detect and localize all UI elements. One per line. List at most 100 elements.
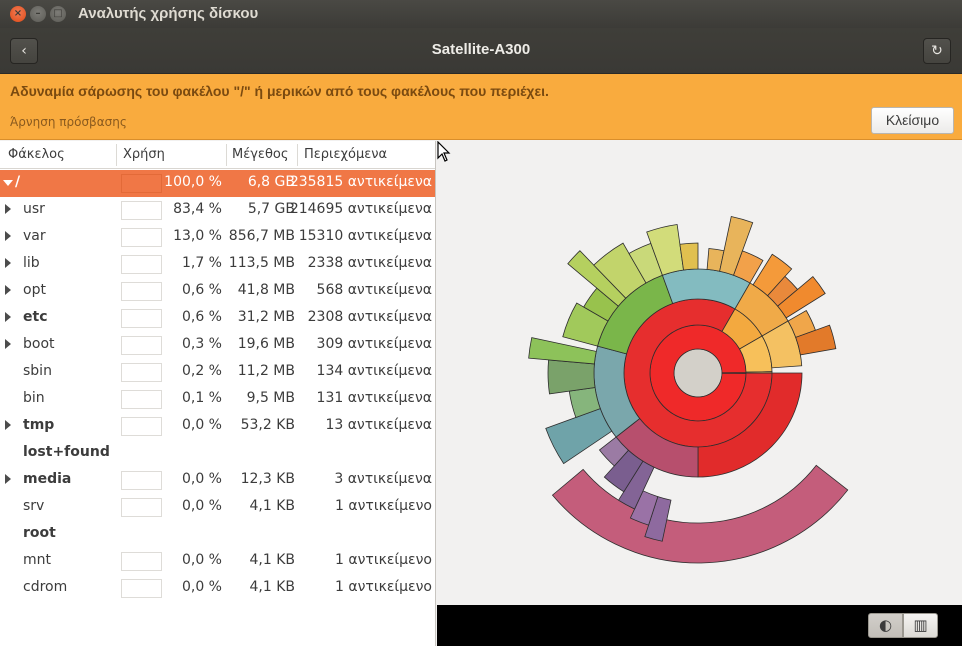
mouse-cursor-icon: [437, 141, 451, 162]
expand-arrow-icon[interactable]: [5, 474, 11, 484]
window-close-button[interactable]: ×: [10, 6, 26, 22]
table-row[interactable]: usr 83,4 % 5,7 GB 214695 αντικείμενα: [0, 197, 435, 224]
reload-icon: ↻: [931, 43, 943, 59]
usage-percent: 0,2 %: [181, 363, 222, 379]
usage-bar: [121, 579, 162, 598]
ring-segment-leaf-24[interactable]: [795, 324, 837, 356]
expand-arrow-icon[interactable]: [5, 258, 11, 268]
table-row[interactable]: bin 0,1 % 9,5 MB 131 αντικείμενα: [0, 386, 435, 413]
usage-bar: [121, 363, 162, 382]
item-count: 1 αντικείμενο: [335, 552, 432, 568]
usage-bar: [121, 336, 162, 355]
window-minimize-button[interactable]: –: [30, 6, 46, 22]
usage-percent: 0,1 %: [181, 390, 222, 406]
ring-segment-leaf-9[interactable]: [528, 337, 597, 365]
table-row[interactable]: mnt 0,0 % 4,1 KB 1 αντικείμενο: [0, 548, 435, 575]
usage-percent: 1,7 %: [181, 255, 222, 271]
table-row[interactable]: lost+found: [0, 440, 435, 467]
table-row[interactable]: media 0,0 % 12,3 KB 3 αντικείμενα: [0, 467, 435, 494]
folder-size: 31,2 MB: [237, 309, 295, 325]
folder-size: 9,5 MB: [246, 390, 295, 406]
table-row[interactable]: boot 0,3 % 19,6 MB 309 αντικείμενα: [0, 332, 435, 359]
table-row[interactable]: root: [0, 521, 435, 548]
folder-size: 19,6 MB: [237, 336, 295, 352]
folder-size: 4,1 KB: [249, 579, 296, 595]
usage-percent: 0,0 %: [181, 417, 222, 433]
usage-percent: 100,0 %: [164, 174, 222, 190]
usage-bar: [121, 282, 162, 301]
folder-name: var: [23, 228, 46, 244]
rings-chart-svg[interactable]: [437, 141, 962, 605]
table-row[interactable]: opt 0,6 % 41,8 MB 568 αντικείμενα: [0, 278, 435, 305]
expand-arrow-icon[interactable]: [5, 312, 11, 322]
item-count: 13 αντικείμενα: [325, 417, 432, 433]
table-row[interactable]: cdrom 0,0 % 4,1 KB 1 αντικείμενο: [0, 575, 435, 602]
usage-percent: 13,0 %: [173, 228, 222, 244]
column-separator: [297, 144, 298, 166]
table-row[interactable]: / 100,0 % 6,8 GB 235815 αντικείμενα: [0, 170, 435, 197]
infobar-close-button[interactable]: Κλείσιμο: [871, 107, 954, 134]
table-row[interactable]: srv 0,0 % 4,1 KB 1 αντικείμενο: [0, 494, 435, 521]
column-usage[interactable]: Χρήση: [123, 147, 165, 162]
rings-view-button[interactable]: ◐: [868, 613, 903, 638]
ring-segment-leaf-6[interactable]: [545, 408, 613, 465]
usage-percent: 0,0 %: [181, 498, 222, 514]
folder-size: 4,1 KB: [249, 552, 296, 568]
item-count: 235815 αντικείμενα: [289, 174, 432, 190]
column-folder[interactable]: Φάκελος: [8, 147, 65, 162]
rings-chart-icon: ◐: [878, 616, 893, 634]
folder-size: 11,2 MB: [237, 363, 295, 379]
table-row[interactable]: var 13,0 % 856,7 MB 15310 αντικείμενα: [0, 224, 435, 251]
usage-bar: [121, 174, 162, 193]
item-count: 1 αντικείμενο: [335, 579, 432, 595]
expand-arrow-icon[interactable]: [5, 285, 11, 295]
table-row[interactable]: tmp 0,0 % 53,2 KB 13 αντικείμενα: [0, 413, 435, 440]
column-size[interactable]: Μέγεθος: [232, 147, 289, 162]
usage-percent: 0,3 %: [181, 336, 222, 352]
warning-infobar: Αδυναμία σάρωσης του φακέλου "/" ή μερικ…: [0, 74, 962, 140]
usage-bar: [121, 417, 162, 436]
header-title: Satellite-A300: [431, 41, 531, 58]
column-contents[interactable]: Περιεχόμενα: [304, 147, 388, 162]
infobar-message: Αδυναμία σάρωσης του φακέλου "/" ή μερικ…: [10, 83, 549, 99]
ring-segment-leaf-5[interactable]: [598, 436, 629, 467]
usage-bar: [121, 309, 162, 328]
back-arrow-icon: ‹: [21, 43, 27, 59]
expand-arrow-icon[interactable]: [5, 231, 11, 241]
rings-chart[interactable]: [437, 141, 962, 605]
ring-segment-leaf-16[interactable]: [679, 242, 699, 271]
item-count: 15310 αντικείμενα: [298, 228, 432, 244]
ring-segment-leaf-0[interactable]: [551, 464, 849, 564]
table-row[interactable]: lib 1,7 % 113,5 MB 2338 αντικείμενα: [0, 251, 435, 278]
folder-name: mnt: [23, 552, 51, 568]
reload-button[interactable]: ↻: [923, 38, 951, 64]
window-maximize-button[interactable]: □: [50, 6, 66, 22]
item-count: 134 αντικείμενα: [316, 363, 432, 379]
usage-percent: 0,0 %: [181, 579, 222, 595]
expand-arrow-icon[interactable]: [5, 339, 11, 349]
ring-segment-leaf-19[interactable]: [733, 250, 764, 284]
column-separator: [226, 144, 227, 166]
treemap-chart-icon: ▥: [913, 616, 928, 634]
folder-name: opt: [23, 282, 46, 298]
expand-arrow-icon[interactable]: [5, 204, 11, 214]
usage-bar: [121, 498, 162, 517]
folder-name: /: [15, 174, 21, 190]
ring-segment-leaf-22[interactable]: [777, 276, 826, 319]
usage-bar: [121, 228, 162, 247]
ring-segment-leaf-8[interactable]: [547, 359, 596, 395]
usage-bar: [121, 471, 162, 490]
table-row[interactable]: sbin 0,2 % 11,2 MB 134 αντικείμενα: [0, 359, 435, 386]
window-titlebar: × – □ Αναλυτής χρήσης δίσκου: [0, 0, 962, 28]
usage-percent: 83,4 %: [173, 201, 222, 217]
collapse-arrow-icon[interactable]: [3, 180, 13, 186]
folder-size: 4,1 KB: [249, 498, 296, 514]
table-row[interactable]: etc 0,6 % 31,2 MB 2308 αντικείμενα: [0, 305, 435, 332]
expand-arrow-icon[interactable]: [5, 420, 11, 430]
usage-bar: [121, 390, 162, 409]
folder-tree[interactable]: Φάκελος Χρήση Μέγεθος Περιεχόμενα / 100,0…: [0, 141, 436, 646]
item-count: 568 αντικείμενα: [316, 282, 432, 298]
ring-segment-small[interactable]: [745, 371, 773, 374]
treemap-view-button[interactable]: ▥: [903, 613, 938, 638]
back-button[interactable]: ‹: [10, 38, 38, 64]
